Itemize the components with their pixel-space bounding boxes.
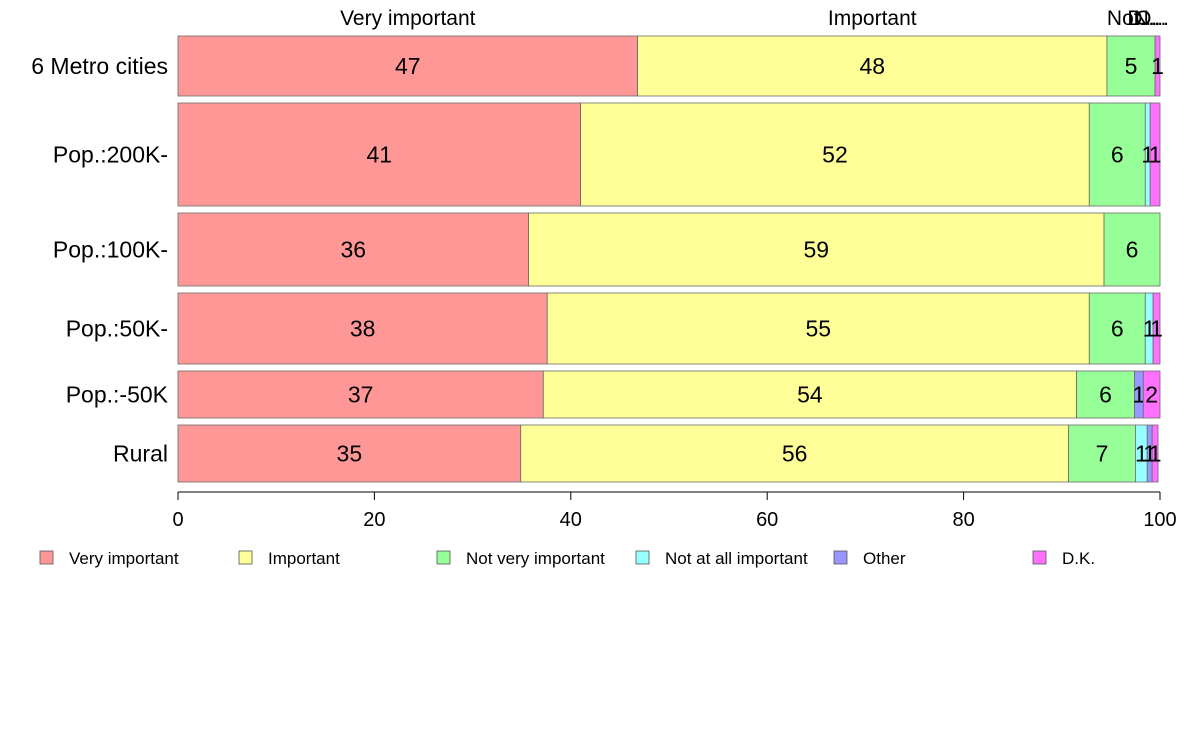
segment-header-label: D... [1127, 7, 1160, 30]
legend-label: Other [863, 549, 906, 568]
legend-swatch [39, 550, 54, 565]
bar-value-label: 1 [1143, 316, 1156, 342]
bar-value-label: 48 [859, 53, 885, 79]
x-tick-label: 0 [172, 509, 183, 531]
bar-value-label: 1 [1151, 53, 1164, 79]
bar-segment [1106, 35, 1156, 97]
bar-segment [1103, 212, 1161, 287]
bar-value-label: 35 [337, 441, 363, 467]
bar-segment [528, 212, 1105, 287]
legend-label: Not very important [466, 549, 605, 568]
segment-header-label: Not... [1107, 7, 1157, 30]
bar-segment [1149, 102, 1161, 207]
bar-value-label: 37 [348, 382, 374, 408]
bar-segment [1142, 370, 1161, 419]
category-label: Pop.:50K- [66, 316, 168, 342]
bar-segment [177, 35, 638, 97]
category-label: Rural [113, 441, 168, 467]
legend-label: Important [268, 549, 340, 568]
bar-value-label: 55 [805, 316, 831, 342]
category-label: 6 Metro cities [31, 53, 168, 79]
bar-segment [542, 370, 1077, 419]
category-label: Pop.:200K- [53, 142, 168, 168]
bar-value-label: 6 [1126, 237, 1139, 263]
x-tick-label: 60 [756, 509, 778, 531]
legend-swatch [436, 550, 451, 565]
bar-value-label: 6 [1111, 316, 1124, 342]
bar-value-label: 1 [1132, 382, 1145, 408]
bar-segment [580, 102, 1090, 207]
bar-value-label: 36 [340, 237, 366, 263]
legend-label: D.K. [1062, 549, 1095, 568]
bar-value-label: 41 [367, 142, 393, 168]
legend-swatch [238, 550, 253, 565]
bar-value-label: 47 [395, 53, 421, 79]
bar-value-label: 6 [1111, 142, 1124, 168]
bar-value-label: 56 [782, 441, 808, 467]
bar-segment [177, 212, 529, 287]
category-label: Pop.:-50K [66, 382, 169, 408]
bar-value-label: 7 [1096, 441, 1109, 467]
legend-swatch [1032, 550, 1047, 565]
bar-value-label: 38 [350, 316, 376, 342]
bar-segment [177, 424, 522, 483]
segment-header-label: N... [1134, 7, 1167, 30]
bar-segment [177, 292, 548, 365]
bar-value-label: 54 [797, 382, 823, 408]
category-label: Pop.:100K- [53, 237, 168, 263]
bar-segment [177, 102, 582, 207]
legend-swatch [635, 550, 650, 565]
segment-header-label: Very important [340, 7, 476, 30]
bar-segment [1152, 292, 1161, 365]
bar-value-label: 1 [1150, 316, 1163, 342]
bar-value-label: 52 [822, 142, 848, 168]
bar-value-label: 6 [1099, 382, 1112, 408]
bar-segment [1088, 102, 1146, 207]
bar-segment [546, 292, 1090, 365]
legend-label: Not at all important [665, 549, 808, 568]
bar-segment [520, 424, 1070, 483]
bar-segment [1068, 424, 1136, 483]
bar-value-label: 5 [1125, 53, 1138, 79]
x-tick-label: 100 [1143, 509, 1176, 531]
bar-value-label: 1 [1149, 142, 1162, 168]
legend-swatch [833, 550, 848, 565]
segment-header-label: O... [1135, 7, 1169, 30]
bar-segment [637, 35, 1108, 97]
bar-segment [1076, 370, 1135, 419]
bar-segment [177, 370, 544, 419]
bar-value-label: 1 [1149, 441, 1162, 467]
segment-header-label: Important [828, 7, 917, 30]
bar-segment [1088, 292, 1146, 365]
x-tick-label: 20 [363, 509, 385, 531]
bar-value-label: 59 [804, 237, 830, 263]
x-tick-label: 40 [560, 509, 582, 531]
bar-value-label: 2 [1145, 382, 1158, 408]
x-tick-label: 80 [952, 509, 974, 531]
bar-segment [1154, 35, 1161, 97]
legend-label: Very important [69, 549, 179, 568]
bar-value-label: 1 [1135, 441, 1148, 467]
bar-segment [1151, 424, 1159, 483]
